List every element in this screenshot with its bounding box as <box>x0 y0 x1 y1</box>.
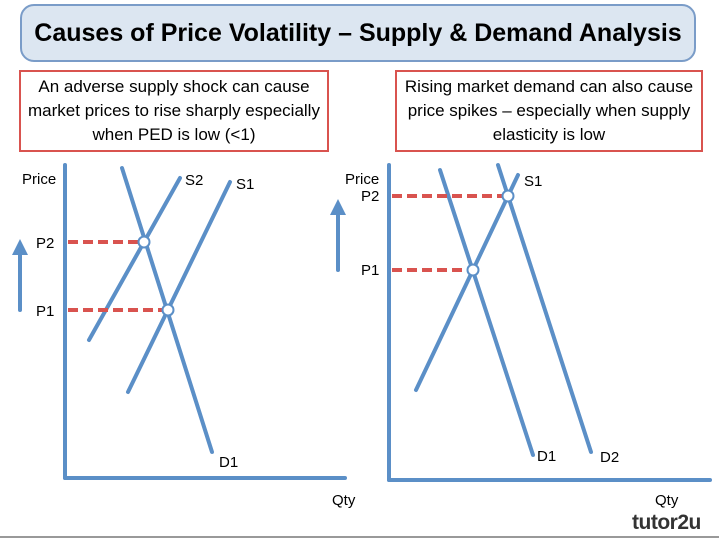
right-d1-label: D1 <box>537 448 556 465</box>
left-s1-label: S1 <box>236 176 254 193</box>
left-s2-label: S2 <box>185 172 203 189</box>
left-s2-curve <box>87 176 182 342</box>
right-diagram <box>330 163 712 482</box>
note-demand-rise: Rising market demand can also cause pric… <box>395 70 703 152</box>
right-y-label: Price <box>345 171 379 188</box>
right-s1-label: S1 <box>524 173 542 190</box>
footer-divider <box>0 536 719 538</box>
left-d1-label: D1 <box>219 454 238 471</box>
right-d2-curve <box>496 163 593 454</box>
right-d1-curve <box>438 168 535 457</box>
note-supply-shock: An adverse supply shock can cause market… <box>19 70 329 152</box>
right-p1-label: P1 <box>361 262 379 279</box>
left-equilibrium-p1 <box>161 303 175 317</box>
left-s1-curve <box>126 180 232 394</box>
right-d2-label: D2 <box>600 449 619 466</box>
tutor2u-logo: tutor2u <box>632 511 701 534</box>
right-x-label: Qty <box>655 492 679 509</box>
left-p2-label: P2 <box>36 235 54 252</box>
right-p2-label: P2 <box>361 188 379 205</box>
left-p1-label: P1 <box>36 303 54 320</box>
right-equilibrium-p2 <box>501 189 515 203</box>
left-y-label: Price <box>22 171 56 188</box>
left-equilibrium-p2 <box>137 235 151 249</box>
right-equilibrium-p1 <box>466 263 480 277</box>
slide-title: Causes of Price Volatility – Supply & De… <box>20 4 696 62</box>
left-x-label: Qty <box>332 492 356 509</box>
left-diagram <box>12 163 347 480</box>
right-s1-curve <box>414 173 520 392</box>
